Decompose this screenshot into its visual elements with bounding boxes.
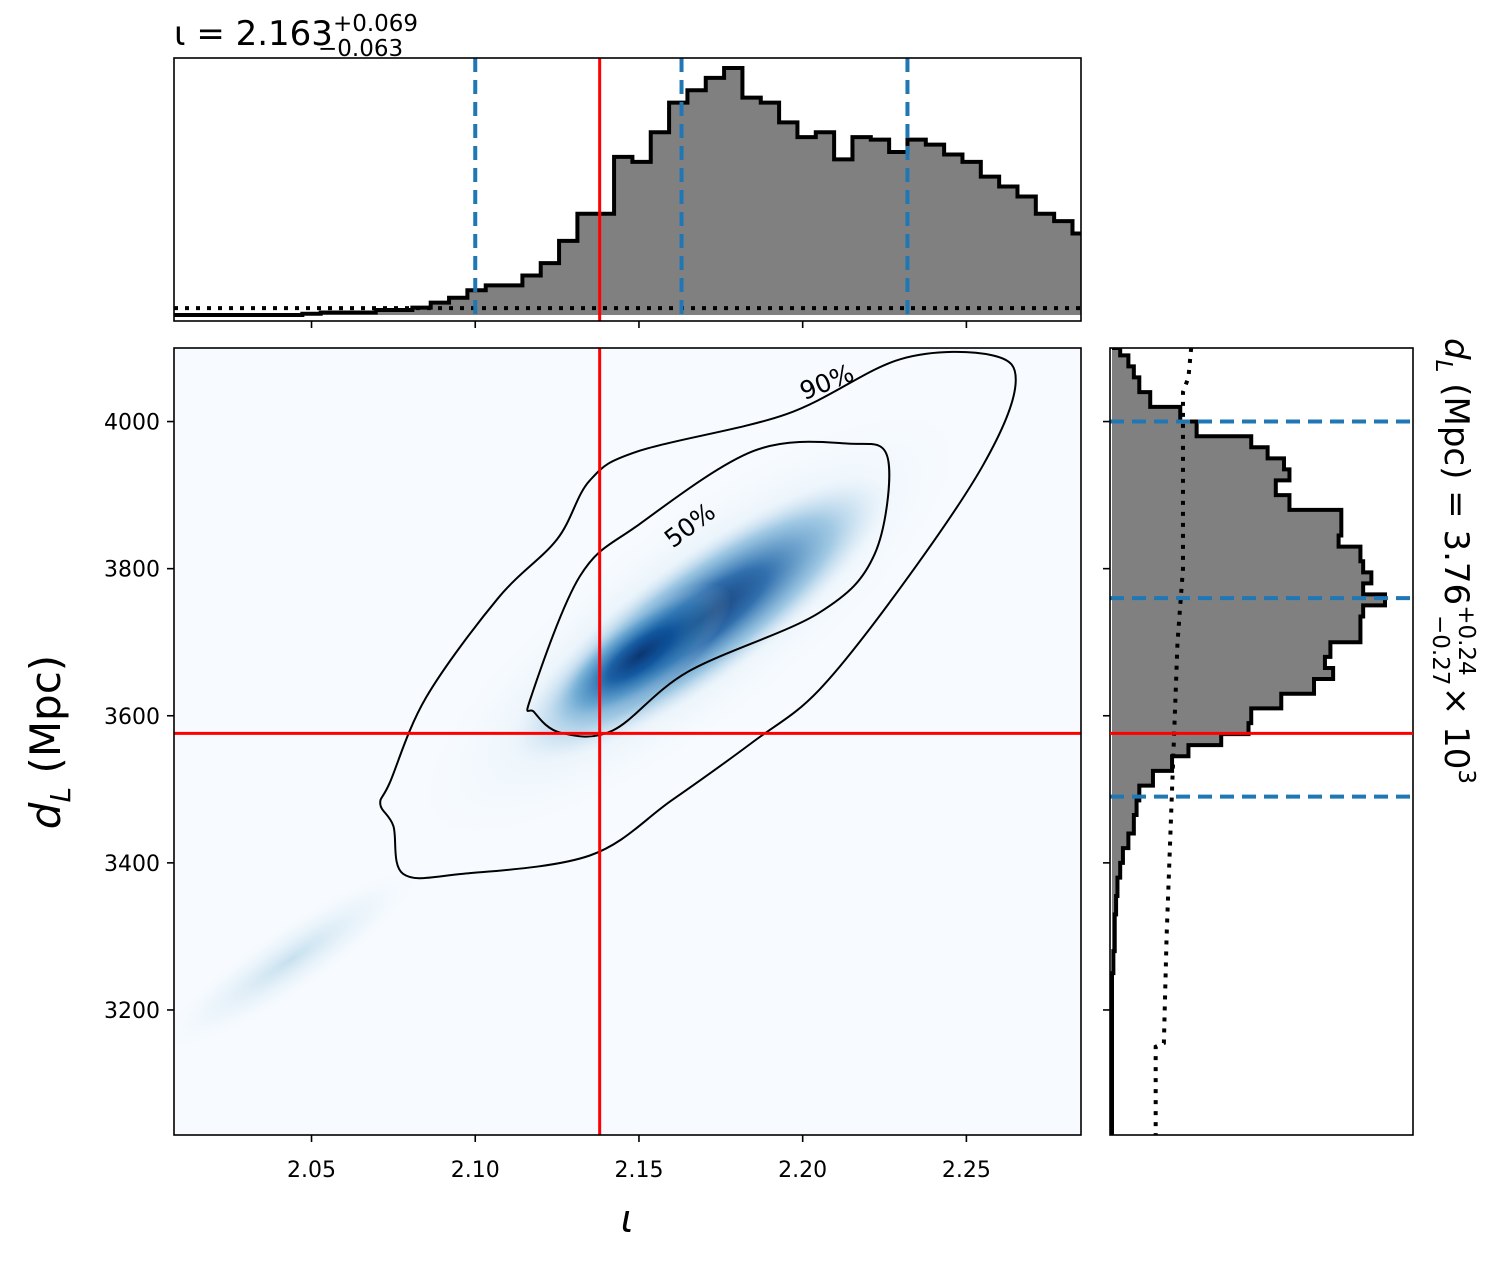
x-tick-label: 2.10	[451, 1158, 500, 1183]
y-axis-label: dL (Mpc)	[21, 655, 77, 829]
right-prior-line	[1153, 348, 1194, 1135]
x-tick-label: 2.05	[287, 1158, 336, 1183]
x-axis-label: ι	[621, 1197, 634, 1241]
right-title: dL (Mpc) = 3.76+0.24−0.27 × 103	[1427, 338, 1479, 784]
x-tick-label: 2.25	[942, 1158, 991, 1183]
right-marginal-panel	[1103, 347, 1414, 1136]
x-tick-label: 2.20	[778, 1158, 827, 1183]
contour-50	[526, 440, 891, 738]
top-title: ι = 2.163+0.069 −0.063	[174, 11, 418, 62]
y-tick-label: 3200	[104, 999, 160, 1024]
joint-panel: 50% 90% 2.05 2.10 2.15 2.20 2.25 32003400360…	[104, 347, 1082, 1183]
x-axis-ticks: 2.05 2.10 2.15 2.20 2.25	[287, 1135, 991, 1183]
y-tick-label: 3600	[104, 705, 160, 730]
right-yticks	[1103, 420, 1110, 1011]
y-tick-label: 3800	[104, 558, 160, 583]
right-histogram-outline	[1110, 348, 1387, 1135]
top-title-base: ι = 2.163	[174, 14, 333, 54]
right-histogram-fill	[1112, 348, 1385, 1135]
contour-90	[379, 350, 1017, 880]
credible-contours	[379, 350, 1017, 880]
y-tick-label: 4000	[104, 411, 160, 436]
top-title-sub: −0.063	[318, 36, 403, 62]
x-tick-label: 2.15	[614, 1158, 663, 1183]
density-heatmap	[174, 348, 1081, 1135]
top-marginal-panel	[173, 57, 1082, 328]
top-xticks	[310, 321, 968, 328]
right-quantile-lines	[1110, 419, 1413, 799]
top-histogram-fill	[174, 68, 1081, 315]
top-title-sup: +0.069	[333, 11, 418, 37]
y-axis-ticks: 3200 3400 3600 3800 4000	[104, 411, 174, 1024]
y-tick-label: 3400	[104, 852, 160, 877]
